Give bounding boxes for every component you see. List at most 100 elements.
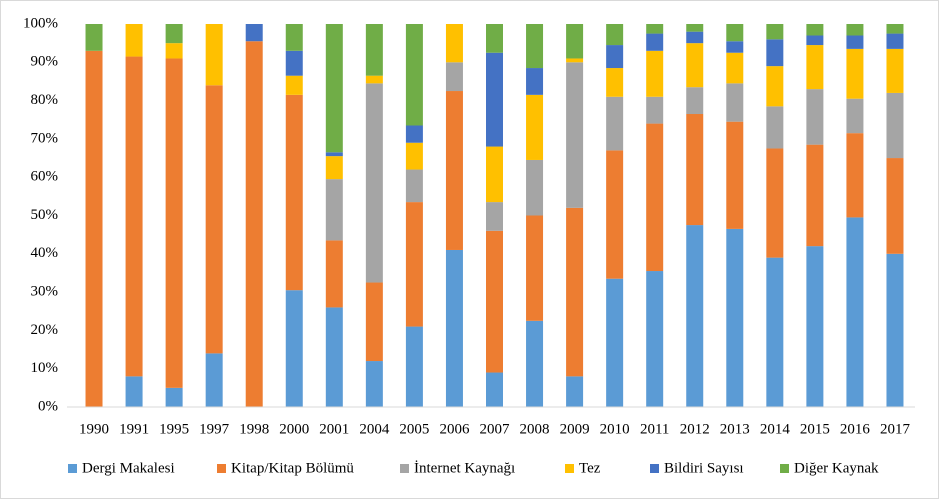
x-tick-label: 2007 — [480, 421, 511, 437]
y-tick-label: 30% — [31, 284, 59, 300]
legend-swatch — [780, 464, 789, 473]
bar-segment — [806, 24, 824, 36]
bar-segment — [846, 24, 864, 36]
y-tick-label: 90% — [31, 54, 59, 70]
bar-segment — [686, 24, 704, 32]
bar-segment — [606, 96, 624, 151]
x-tick-label: 2001 — [319, 421, 349, 437]
bar-segment — [726, 52, 744, 84]
bar-segment — [205, 353, 223, 407]
bar-segment — [325, 24, 343, 153]
bar-segment — [846, 48, 864, 99]
x-tick-label: 1995 — [159, 421, 189, 437]
bar-segment — [85, 50, 103, 408]
bar-segment — [486, 24, 503, 53]
bar-segment — [806, 35, 824, 46]
bar-segment — [606, 68, 624, 97]
bar-segment — [886, 158, 904, 254]
legend-label: Kitap/Kitap Bölümü — [231, 460, 354, 476]
legend-swatch — [650, 464, 659, 473]
bar-segment — [205, 24, 223, 86]
bar-segment — [766, 257, 784, 407]
bar-segment — [125, 56, 143, 377]
bar-segment — [526, 320, 544, 407]
bar-segment — [686, 43, 704, 88]
bar-segment — [646, 33, 664, 51]
bar-segment — [445, 62, 463, 92]
bar-segment — [486, 52, 503, 147]
bar-segment — [646, 271, 664, 407]
bar-segment — [566, 62, 584, 208]
bar-segment — [846, 98, 864, 134]
legend-swatch — [565, 464, 574, 473]
bar-segment — [205, 85, 223, 354]
x-tick-label: 2005 — [399, 421, 429, 437]
bar-segment — [526, 68, 544, 95]
bar-segment — [726, 83, 744, 122]
bar-segment — [405, 202, 423, 327]
x-tick-label: 2011 — [640, 421, 669, 437]
x-tick-label: 2014 — [760, 421, 791, 437]
bar-segment — [766, 66, 784, 107]
x-tick-label: 1990 — [79, 421, 109, 437]
bar-segment — [646, 24, 664, 34]
bar-segment — [365, 24, 383, 76]
bar-segment — [566, 58, 584, 63]
bar-segment — [686, 87, 704, 115]
bar-segment — [405, 169, 423, 203]
x-tick-label: 2004 — [359, 421, 390, 437]
x-tick-label: 1997 — [199, 421, 230, 437]
bar-segment — [445, 249, 463, 407]
bar-segment — [766, 148, 784, 258]
y-tick-label: 40% — [31, 245, 59, 261]
legend-label: Tez — [579, 460, 601, 476]
x-tick-label: 2013 — [720, 421, 750, 437]
bar-segment — [165, 387, 183, 407]
bar-segment — [686, 31, 704, 44]
bar-segment — [245, 41, 263, 408]
bar-segment — [245, 24, 263, 42]
legend-swatch — [68, 464, 77, 473]
bar-segment — [125, 376, 143, 407]
bar-segment — [486, 372, 503, 407]
bar-segment — [806, 89, 824, 145]
x-tick-label: 2006 — [439, 421, 470, 437]
bar-segment — [285, 50, 303, 76]
x-tick-label: 2008 — [520, 421, 550, 437]
bar-segment — [526, 159, 544, 216]
x-tick-label: 2012 — [680, 421, 710, 437]
bar-segment — [325, 156, 343, 180]
x-tick-label: 2016 — [840, 421, 871, 437]
y-tick-label: 100% — [23, 15, 58, 31]
bar-segment — [566, 376, 584, 407]
bar-segment — [886, 48, 904, 93]
y-tick-label: 70% — [31, 130, 59, 146]
bar-segment — [766, 106, 784, 149]
bar-segment — [405, 24, 423, 126]
x-tick-label: 2000 — [279, 421, 309, 437]
bar-segment — [566, 207, 584, 377]
bar-segment — [486, 230, 503, 373]
bar-segment — [806, 45, 824, 90]
bar-segment — [726, 121, 744, 229]
bar-segment — [646, 96, 664, 124]
bar-segment — [486, 146, 503, 203]
y-tick-label: 60% — [31, 169, 59, 185]
bar-segment — [325, 307, 343, 407]
x-tick-label: 1998 — [239, 421, 269, 437]
bar-segment — [285, 94, 303, 291]
bar-segment — [646, 50, 664, 97]
bar-segment — [526, 215, 544, 321]
bar-segment — [85, 24, 103, 51]
bar-segment — [365, 83, 383, 283]
bar-segment — [606, 45, 624, 69]
y-tick-label: 20% — [31, 322, 59, 338]
bar-segment — [405, 125, 423, 143]
y-tick-label: 50% — [31, 207, 59, 223]
bar-segment — [846, 35, 864, 49]
bar-segment — [445, 24, 463, 63]
y-tick-label: 0% — [38, 398, 58, 414]
x-tick-label: 2017 — [880, 421, 911, 437]
bar-segment — [886, 253, 904, 407]
bar-segment — [365, 361, 383, 407]
